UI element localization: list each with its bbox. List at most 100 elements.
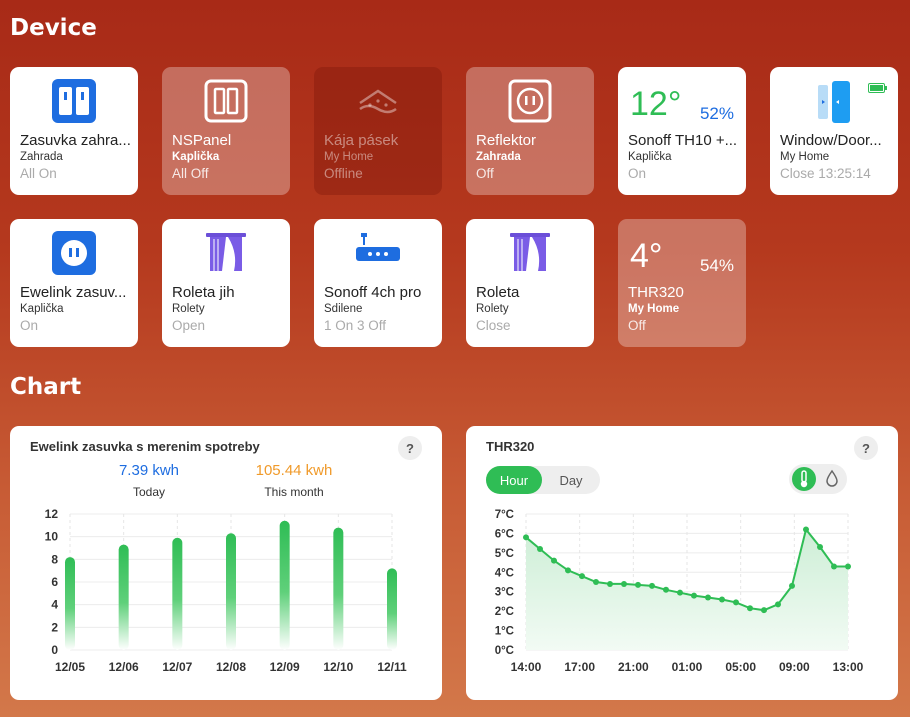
wall-switch-icon bbox=[204, 79, 248, 123]
device-status: All Off bbox=[172, 166, 209, 181]
tab-day[interactable]: Day bbox=[559, 472, 583, 488]
data-point bbox=[565, 567, 571, 574]
help-button[interactable]: ? bbox=[854, 436, 878, 460]
device-status: On bbox=[628, 166, 647, 181]
data-point bbox=[845, 563, 851, 570]
tab-hour[interactable]: Hour bbox=[486, 466, 542, 494]
device-status: Off bbox=[476, 166, 494, 181]
y-tick-label: 0 bbox=[51, 643, 58, 657]
data-point bbox=[523, 534, 529, 541]
device-name: Reflektor bbox=[476, 132, 537, 149]
data-point bbox=[719, 596, 725, 603]
y-tick-label: 4°C bbox=[495, 567, 514, 579]
device-room: Rolety bbox=[476, 303, 509, 315]
curtain-icon bbox=[510, 233, 550, 271]
device-room: Kaplička bbox=[20, 303, 64, 315]
x-tick-label: 17:00 bbox=[564, 660, 595, 674]
socket-icon bbox=[52, 231, 96, 275]
y-tick-label: 0°C bbox=[495, 645, 514, 657]
help-button[interactable]: ? bbox=[398, 436, 422, 460]
panel-title: Ewelink zasuvka s merenim spotreby bbox=[30, 439, 260, 454]
y-tick-label: 10 bbox=[45, 530, 59, 544]
device-status: On bbox=[20, 318, 39, 333]
device-name: Sonoff 4ch pro bbox=[324, 284, 422, 301]
temperature-area bbox=[526, 529, 848, 650]
humidity-tab[interactable] bbox=[820, 467, 844, 491]
energy-bar-chart: 0 2 4 6 8 10 12 12/05 12/06 12/07 12/08 12/09 12/10 1… bbox=[45, 507, 407, 674]
device-name: Zasuvka zahra... bbox=[20, 132, 131, 149]
y-tick-label: 7°C bbox=[495, 509, 514, 521]
today-value: 7.39 kwh bbox=[118, 462, 180, 479]
data-point bbox=[635, 581, 641, 588]
y-tick-label: 4 bbox=[51, 598, 58, 612]
data-point bbox=[761, 607, 767, 614]
data-point bbox=[593, 579, 599, 585]
thr320-chart-panel: THR320 ? Hour Day 0°C 1°C 2°C 3°C 4°C 5°C 6°C 7… bbox=[466, 426, 898, 700]
data-point bbox=[551, 557, 557, 564]
x-tick-label: 09:00 bbox=[779, 660, 810, 674]
bar bbox=[65, 557, 75, 650]
device-card-kaja-pasek[interactable]: Kája pásek My Home Offline bbox=[314, 67, 442, 195]
data-point bbox=[677, 589, 683, 596]
device-name: Sonoff TH10 +... bbox=[628, 132, 738, 149]
energy-chart-panel: Ewelink zasuvka s merenim spotreby ? 7.3… bbox=[10, 426, 442, 700]
device-room: My Home bbox=[324, 151, 374, 163]
x-tick-label: 13:00 bbox=[833, 660, 864, 674]
temperature-tab[interactable] bbox=[792, 467, 816, 491]
data-point bbox=[621, 580, 627, 587]
device-card-thr320[interactable]: 4° 54% THR320 My Home Off bbox=[618, 219, 746, 347]
double-socket-icon bbox=[52, 79, 96, 123]
data-point bbox=[691, 592, 697, 599]
data-point bbox=[817, 544, 823, 551]
humidity-value: 54% bbox=[699, 256, 734, 275]
device-card-reflektor[interactable]: Reflektor Zahrada Off bbox=[466, 67, 594, 195]
y-tick-label: 1°C bbox=[495, 626, 514, 638]
wall-socket-icon bbox=[508, 79, 552, 123]
data-point bbox=[747, 605, 753, 612]
x-tick-label: 12/08 bbox=[216, 660, 246, 674]
device-status: Off bbox=[628, 318, 646, 333]
led-strip-icon bbox=[359, 89, 397, 114]
battery-icon bbox=[868, 83, 887, 93]
device-card-sonoff-th10[interactable]: 12° 52% Sonoff TH10 +... Kaplička On bbox=[618, 67, 746, 195]
humidity-value: 52% bbox=[699, 104, 734, 123]
device-card-roleta[interactable]: Roleta Rolety Close bbox=[466, 219, 594, 347]
x-tick-label: 21:00 bbox=[618, 660, 649, 674]
period-toggle: Hour Day bbox=[486, 466, 600, 494]
y-tick-label: 8 bbox=[51, 552, 58, 566]
y-tick-label: 6 bbox=[51, 575, 58, 589]
data-point bbox=[803, 526, 809, 533]
device-card-sonoff-4ch-pro[interactable]: Sonoff 4ch pro Sdilene 1 On 3 Off bbox=[314, 219, 442, 347]
y-tick-label: 3°C bbox=[495, 587, 514, 599]
device-name: THR320 bbox=[628, 284, 684, 301]
device-room: Kaplička bbox=[172, 151, 220, 163]
device-room: Rolety bbox=[172, 303, 205, 315]
x-tick-label: 01:00 bbox=[672, 660, 703, 674]
device-card-roleta-jih[interactable]: Roleta jih Rolety Open bbox=[162, 219, 290, 347]
x-tick-label: 12/11 bbox=[377, 660, 407, 674]
metric-switch bbox=[789, 464, 847, 494]
bar bbox=[387, 568, 397, 650]
device-room: My Home bbox=[628, 303, 680, 315]
device-name: Window/Door... bbox=[780, 132, 882, 149]
data-point bbox=[537, 545, 543, 552]
data-point bbox=[607, 580, 613, 587]
panel-title: THR320 bbox=[486, 439, 535, 454]
data-point bbox=[705, 594, 711, 601]
x-tick-label: 12/09 bbox=[270, 660, 300, 674]
device-name: Ewelink zasuv... bbox=[20, 284, 127, 301]
device-card-ewelink-zasuvka[interactable]: Ewelink zasuv... Kaplička On bbox=[10, 219, 138, 347]
device-card-nspanel[interactable]: NSPanel Kaplička All Off bbox=[162, 67, 290, 195]
device-status: Open bbox=[172, 318, 206, 333]
bar bbox=[279, 520, 290, 650]
device-name: Kája pásek bbox=[324, 132, 399, 149]
temperature-value: 4° bbox=[630, 237, 663, 275]
device-status: Close 13:25:14 bbox=[780, 166, 871, 181]
y-tick-label: 6°C bbox=[495, 528, 514, 540]
data-point bbox=[579, 573, 585, 580]
bar bbox=[226, 533, 236, 650]
temperature-line-chart: 0°C 1°C 2°C 3°C 4°C 5°C 6°C 7°C 14:00 17:00 21:00 0… bbox=[495, 509, 864, 674]
device-card-zasuvka-zahrada[interactable]: Zasuvka zahra... Zahrada All On bbox=[10, 67, 138, 195]
today-label: Today bbox=[132, 485, 166, 499]
device-card-window-door[interactable]: Window/Door... My Home Close 13:25:14 bbox=[770, 67, 898, 195]
